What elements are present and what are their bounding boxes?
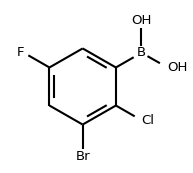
Text: OH: OH	[131, 14, 152, 27]
Text: OH: OH	[168, 61, 188, 74]
Text: F: F	[16, 46, 24, 59]
Text: B: B	[137, 46, 146, 59]
Text: Br: Br	[75, 150, 90, 163]
Text: Cl: Cl	[141, 114, 154, 127]
